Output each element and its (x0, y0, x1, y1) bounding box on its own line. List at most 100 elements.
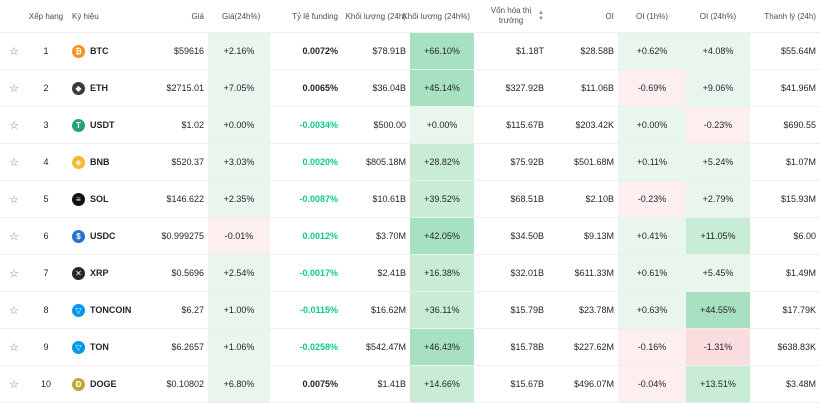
funding-cell: -0.0017% (299, 268, 338, 278)
header-rank[interactable]: Xếp hạng (28, 11, 64, 21)
price-cell: $59616 (173, 46, 204, 56)
symbol-cell[interactable]: ✕ XRP (72, 255, 152, 291)
rank-cell: 9 (43, 342, 49, 352)
table-row[interactable]: ☆ 3 T USDT $1.02 +0.00% -0.0034% $500.00 +0.00% $… (0, 107, 820, 144)
oi-1h-cell: +0.41% (618, 218, 686, 254)
favorite-star-icon[interactable]: ☆ (9, 119, 19, 132)
header-oi[interactable]: OI (605, 11, 614, 21)
toncoin-icon: ▽ (72, 303, 85, 317)
rank-cell: 1 (43, 46, 49, 56)
symbol-cell[interactable]: ▽ TON (72, 329, 152, 365)
funding-cell: 0.0065% (302, 83, 338, 93)
header-price[interactable]: Giá (191, 11, 204, 21)
price-cell: $2715.01 (166, 83, 204, 93)
symbol-cell[interactable]: ₿ BTC (72, 33, 152, 69)
table-row[interactable]: ☆ 2 ◆ ETH $2715.01 +7.05% 0.0065% $36.04B +45.14… (0, 70, 820, 107)
volume-cell: $10.61B (372, 194, 406, 204)
favorite-star-icon[interactable]: ☆ (9, 341, 19, 354)
price-cell: $0.10802 (166, 379, 204, 389)
favorite-star-icon[interactable]: ☆ (9, 230, 19, 243)
header-volume[interactable]: Khối lượng (24h) (345, 11, 406, 21)
funding-cell: 0.0012% (302, 231, 338, 241)
symbol-label: SOL (90, 194, 109, 204)
funding-cell: -0.0034% (299, 120, 338, 130)
favorite-star-icon[interactable]: ☆ (9, 82, 19, 95)
header-change[interactable]: Giá(24h%) (222, 11, 261, 21)
sort-icon[interactable]: ▲ ▼ (538, 10, 544, 22)
header-oi-24h[interactable]: OI (24h%) (699, 11, 737, 21)
symbol-cell[interactable]: ≡ SOL (72, 181, 152, 217)
price-cell: $1.02 (181, 120, 204, 130)
volume-pct-cell: +0.00% (410, 107, 474, 143)
mcap-cell: $15.67B (510, 379, 544, 389)
funding-cell: -0.0258% (299, 342, 338, 352)
change-cell: +3.03% (208, 144, 270, 180)
rank-cell: 5 (43, 194, 49, 204)
liquidation-cell: $41.96M (780, 83, 816, 93)
price-cell: $520.37 (171, 157, 204, 167)
volume-pct-cell: +45.14% (410, 70, 474, 106)
change-cell: +2.54% (208, 255, 270, 291)
oi-1h-cell: +0.00% (618, 107, 686, 143)
table-row[interactable]: ☆ 10 Ð DOGE $0.10802 +6.80% 0.0075% $1.41B +14.6… (0, 366, 820, 403)
favorite-star-icon[interactable]: ☆ (9, 45, 19, 58)
symbol-label: ETH (90, 83, 108, 93)
table-row[interactable]: ☆ 7 ✕ XRP $0.5696 +2.54% -0.0017% $2.41B +16.38%… (0, 255, 820, 292)
volume-cell: $16.62M (370, 305, 406, 315)
symbol-cell[interactable]: T USDT (72, 107, 152, 143)
table-row[interactable]: ☆ 1 ₿ BTC $59616 +2.16% 0.0072% $78.91B +66.10% $… (0, 33, 820, 70)
symbol-label: TONCOIN (90, 305, 132, 315)
mcap-cell: $327.92B (505, 83, 544, 93)
symbol-label: USDC (90, 231, 116, 241)
header-volume-pct[interactable]: Khối lượng (24h%) (402, 11, 470, 21)
header-mcap[interactable]: Vốn hóa thị trường ▲ ▼ (486, 0, 544, 32)
change-cell: +2.35% (208, 181, 270, 217)
funding-cell: 0.0075% (302, 379, 338, 389)
symbol-cell[interactable]: ◆ ETH (72, 70, 152, 106)
price-cell: $6.2657 (171, 342, 204, 352)
change-cell: +0.00% (208, 107, 270, 143)
volume-pct-cell: +14.66% (410, 366, 474, 402)
volume-pct-cell: +42.05% (410, 218, 474, 254)
oi-cell: $2.10B (585, 194, 614, 204)
symbol-cell[interactable]: ▽ TONCOIN (72, 292, 152, 328)
header-mcap-label: Vốn hóa thị trường (490, 6, 532, 25)
symbol-label: DOGE (90, 379, 117, 389)
volume-cell: $2.41B (377, 268, 406, 278)
mcap-cell: $15.78B (510, 342, 544, 352)
table-row[interactable]: ☆ 9 ▽ TON $6.2657 +1.06% -0.0258% $542.47M +46.4… (0, 329, 820, 366)
oi-1h-cell: +0.63% (618, 292, 686, 328)
symbol-label: USDT (90, 120, 115, 130)
favorite-star-icon[interactable]: ☆ (9, 267, 19, 280)
symbol-cell[interactable]: ◈ BNB (72, 144, 152, 180)
change-cell: +6.80% (208, 366, 270, 402)
liquidation-cell: $1.49M (785, 268, 816, 278)
funding-cell: -0.0115% (299, 305, 338, 315)
oi-24h-cell: +9.06% (686, 70, 750, 106)
volume-cell: $805.18M (365, 157, 406, 167)
table-row[interactable]: ☆ 6 $ USDC $0.999275 -0.01% 0.0012% $3.70M +42.0… (0, 218, 820, 255)
symbol-cell[interactable]: $ USDC (72, 218, 152, 254)
favorite-star-icon[interactable]: ☆ (9, 304, 19, 317)
table-row[interactable]: ☆ 5 ≡ SOL $146.622 +2.35% -0.0087% $10.61B +39.5… (0, 181, 820, 218)
liquidation-cell: $1.07M (785, 157, 816, 167)
volume-cell: $1.41B (377, 379, 406, 389)
favorite-star-icon[interactable]: ☆ (9, 378, 19, 391)
liquidation-cell: $3.48M (785, 379, 816, 389)
header-oi-1h[interactable]: OI (1h%) (635, 11, 668, 21)
change-cell: +1.06% (208, 329, 270, 365)
liquidation-cell: $55.64M (780, 46, 816, 56)
table-row[interactable]: ☆ 8 ▽ TONCOIN $6.27 +1.00% -0.0115% $16.62M +36.… (0, 292, 820, 329)
mcap-cell: $68.51B (510, 194, 544, 204)
oi-24h-cell: +44.55% (686, 292, 750, 328)
bnb-icon: ◈ (72, 155, 85, 169)
header-symbol[interactable]: Ký hiệu (72, 11, 99, 21)
symbol-cell[interactable]: Ð DOGE (72, 366, 152, 402)
favorite-star-icon[interactable]: ☆ (9, 193, 19, 206)
symbol-label: BNB (90, 157, 110, 167)
table-row[interactable]: ☆ 4 ◈ BNB $520.37 +3.03% 0.0020% $805.18M +28.82… (0, 144, 820, 181)
header-liq[interactable]: Thanh lý (24h) (764, 11, 816, 21)
header-funding[interactable]: Tỷ lệ funding (292, 11, 338, 21)
volume-cell: $78.91B (372, 46, 406, 56)
favorite-star-icon[interactable]: ☆ (9, 156, 19, 169)
